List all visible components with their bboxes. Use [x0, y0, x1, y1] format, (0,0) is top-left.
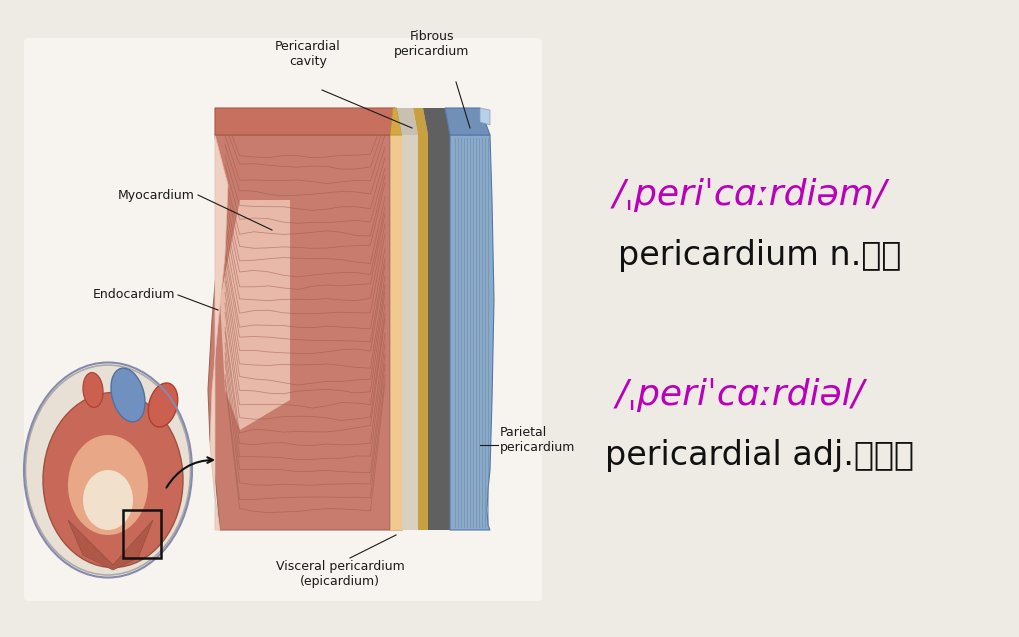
Ellipse shape [68, 435, 148, 535]
Text: Pericardial
cavity: Pericardial cavity [275, 40, 340, 68]
Ellipse shape [25, 365, 191, 575]
Polygon shape [418, 135, 428, 530]
Polygon shape [413, 108, 428, 135]
Polygon shape [480, 108, 489, 125]
Text: pericardium n.心包: pericardium n.心包 [618, 238, 901, 271]
Polygon shape [220, 200, 289, 430]
Text: /ˌperiˈcɑːrdiəl/: /ˌperiˈcɑːrdiəl/ [614, 378, 863, 412]
Text: Parietal
pericardium: Parietal pericardium [499, 426, 575, 454]
Polygon shape [208, 135, 389, 530]
Polygon shape [389, 108, 401, 135]
Polygon shape [389, 135, 401, 530]
Text: Myocardium: Myocardium [118, 189, 195, 201]
FancyBboxPatch shape [24, 38, 541, 601]
Polygon shape [449, 135, 493, 530]
Polygon shape [215, 108, 394, 135]
Ellipse shape [43, 392, 182, 568]
Ellipse shape [148, 383, 177, 427]
Polygon shape [401, 135, 418, 530]
Text: Visceral pericardium
(epicardium): Visceral pericardium (epicardium) [275, 560, 404, 588]
Polygon shape [423, 108, 449, 135]
Text: pericardial adj.心包的: pericardial adj.心包的 [605, 438, 914, 471]
Polygon shape [210, 135, 228, 530]
Ellipse shape [83, 373, 103, 408]
Bar [123, 510, 161, 558]
Polygon shape [396, 108, 418, 135]
Ellipse shape [111, 368, 145, 422]
Polygon shape [444, 108, 489, 135]
Polygon shape [428, 135, 449, 530]
Polygon shape [68, 520, 153, 570]
Text: Fibrous
pericardium: Fibrous pericardium [394, 30, 469, 58]
Text: /ˌperiˈcɑːrdiəm/: /ˌperiˈcɑːrdiəm/ [612, 178, 887, 212]
Text: Endocardium: Endocardium [93, 289, 175, 301]
Ellipse shape [83, 470, 132, 530]
